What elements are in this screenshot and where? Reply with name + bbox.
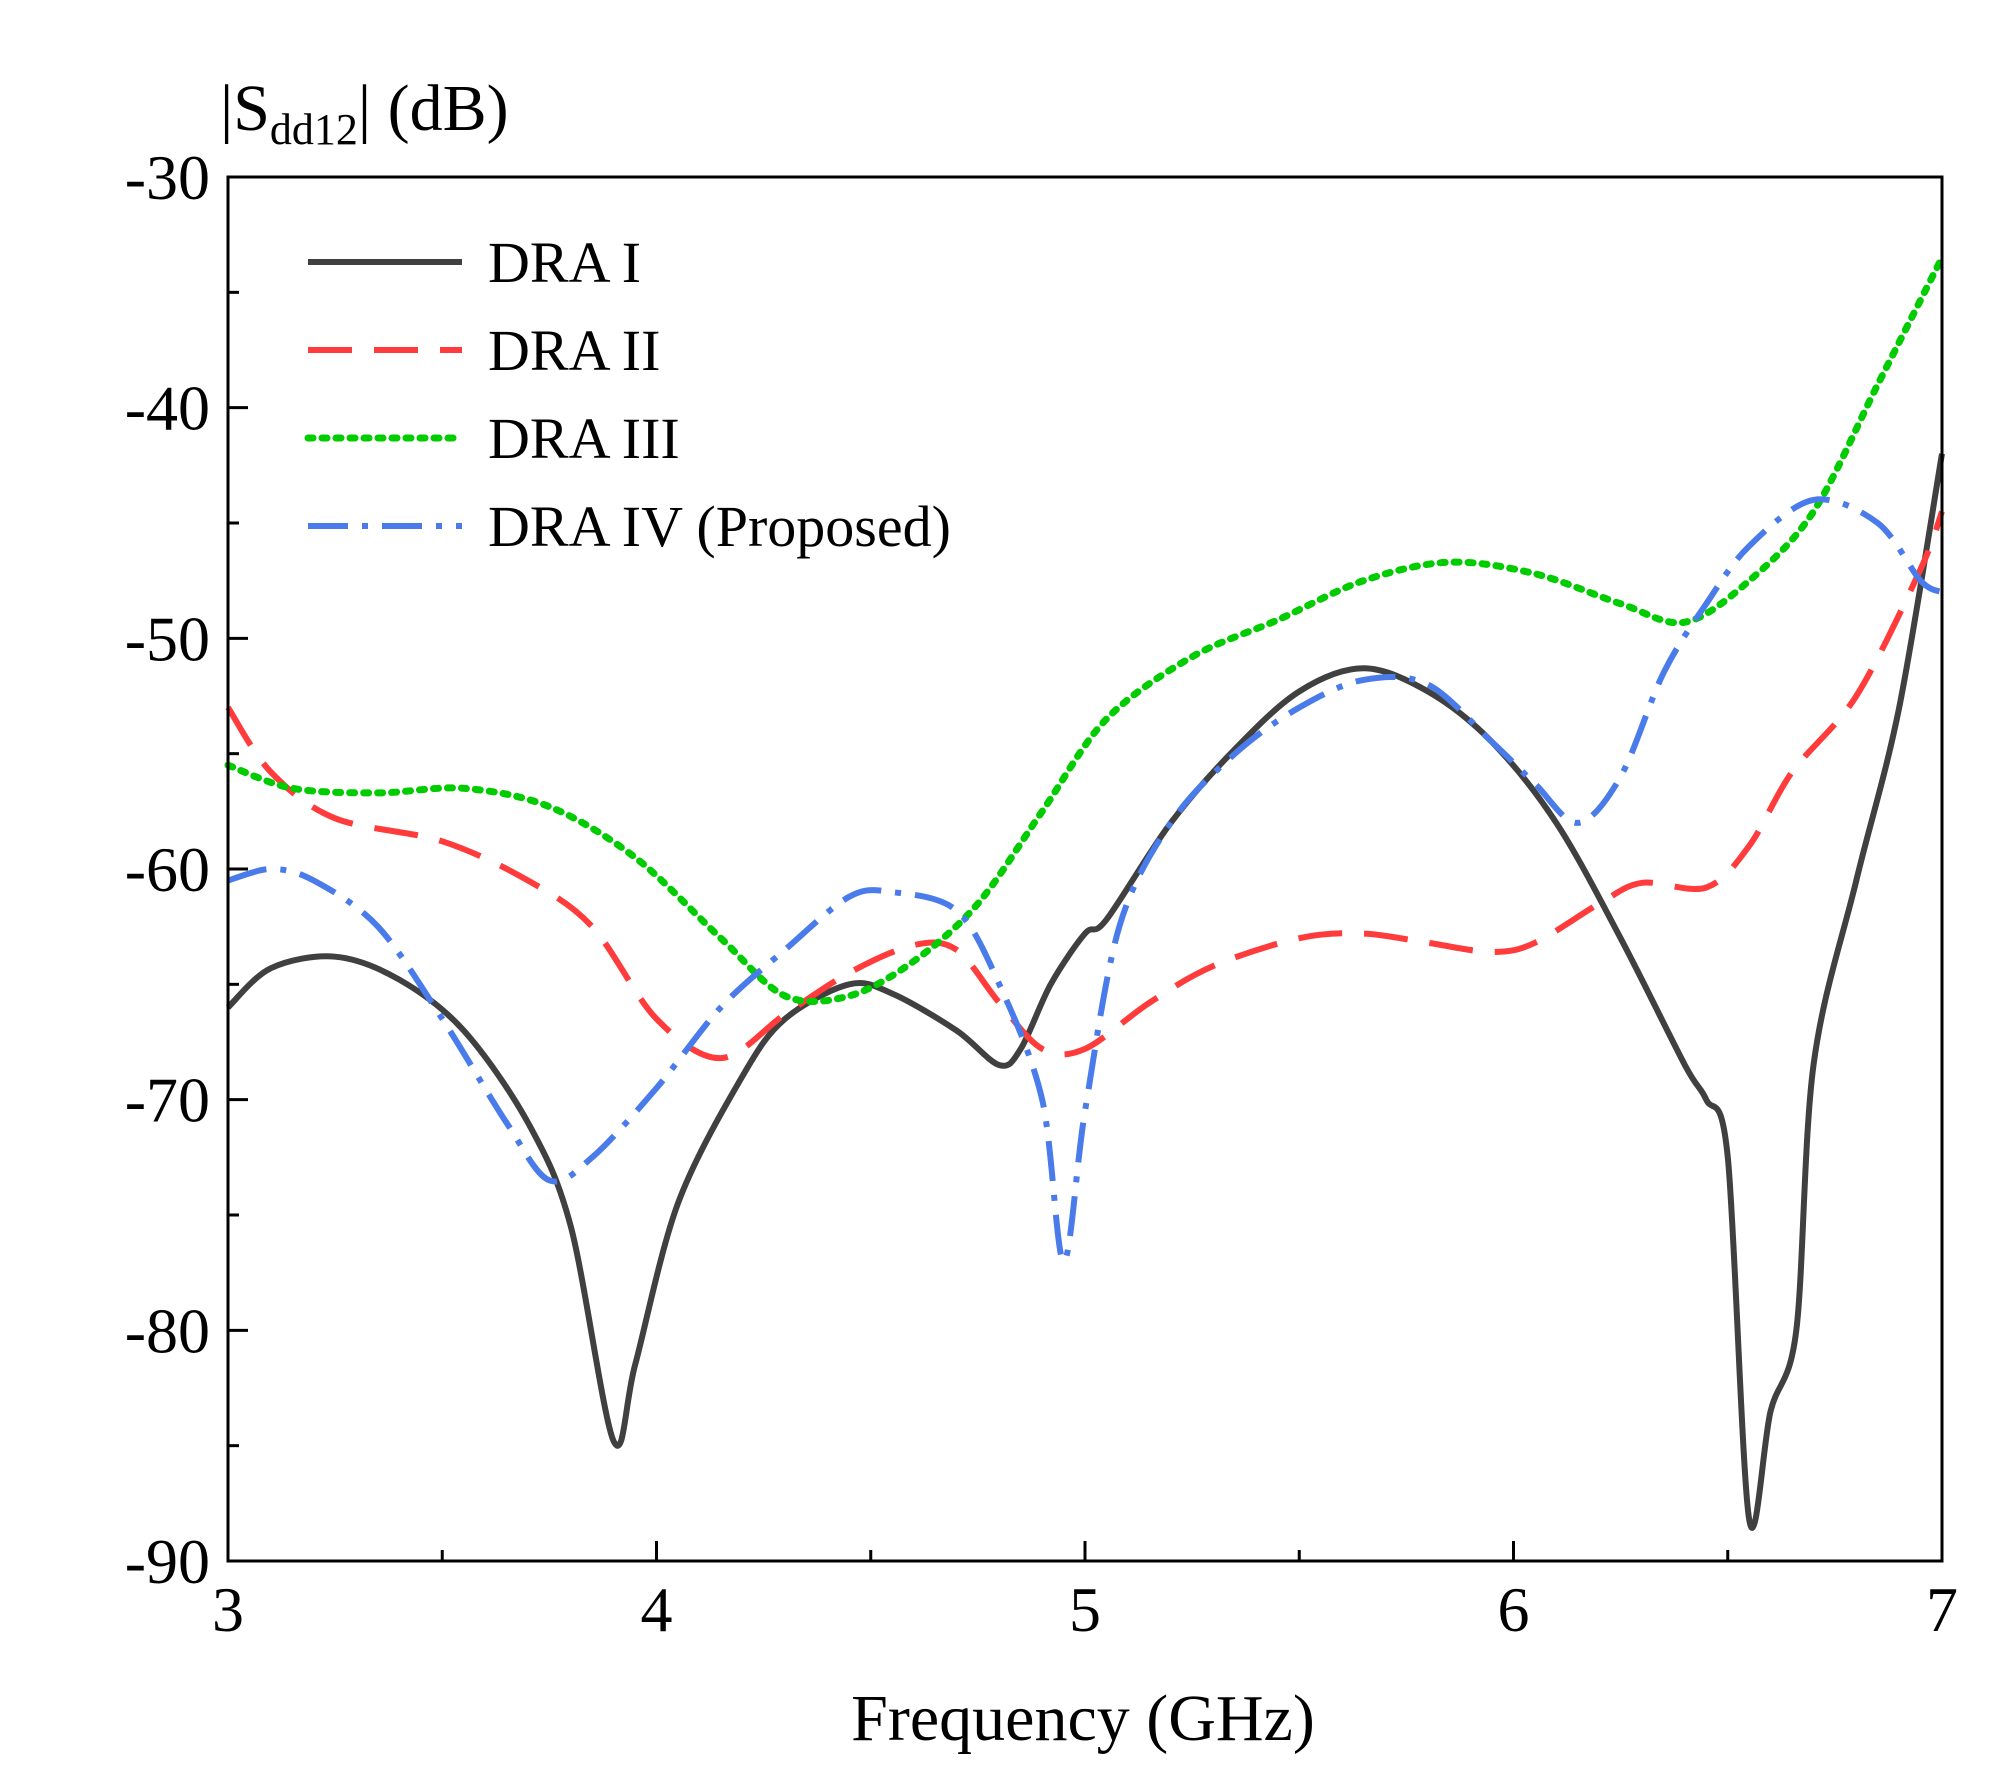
x-tick-label: 7 xyxy=(1926,1574,1958,1645)
y-tick-label: -60 xyxy=(125,834,210,905)
x-tick-label: 6 xyxy=(1498,1574,1530,1645)
series-line-4 xyxy=(227,496,1944,1265)
series-layer xyxy=(224,254,1946,1531)
legend-label-4: DRA IV (Proposed) xyxy=(488,494,951,559)
x-tick-label: 4 xyxy=(641,1574,673,1645)
y-axis-title-suffix: | (dB) xyxy=(358,72,509,145)
y-tick-label: -50 xyxy=(125,603,210,674)
y-tick-label: -90 xyxy=(125,1526,210,1597)
x-tick-label: 5 xyxy=(1069,1574,1101,1645)
y-tick-label: -70 xyxy=(125,1065,210,1136)
axis-tick-labels: 3 4 5 6 7 -90 -80 -70 -60 -50 -40 -30 xyxy=(125,142,1958,1645)
legend: DRA I DRA II DRA III DRA IV (Proposed) xyxy=(304,230,951,559)
legend-label-2: DRA II xyxy=(488,318,660,383)
y-axis-title-subscript: dd12 xyxy=(270,105,358,154)
x-tick-label: 3 xyxy=(212,1574,244,1645)
y-tick-label: -80 xyxy=(125,1295,210,1366)
x-axis-title: Frequency (GHz) xyxy=(851,1682,1315,1755)
y-axis-title: |Sdd12| (dB) xyxy=(220,72,509,154)
y-tick-label: -40 xyxy=(125,373,210,444)
legend-label-3: DRA III xyxy=(488,406,680,471)
legend-label-1: DRA I xyxy=(488,230,641,295)
y-tick-label: -30 xyxy=(125,142,210,213)
axis-ticks xyxy=(226,175,1944,1563)
series-line-2 xyxy=(225,510,1945,1062)
series-line-3 xyxy=(224,254,1946,1005)
series-line-1 xyxy=(225,453,1945,1531)
plot-frame xyxy=(226,175,1944,1563)
y-axis-title-prefix: |S xyxy=(220,72,270,145)
